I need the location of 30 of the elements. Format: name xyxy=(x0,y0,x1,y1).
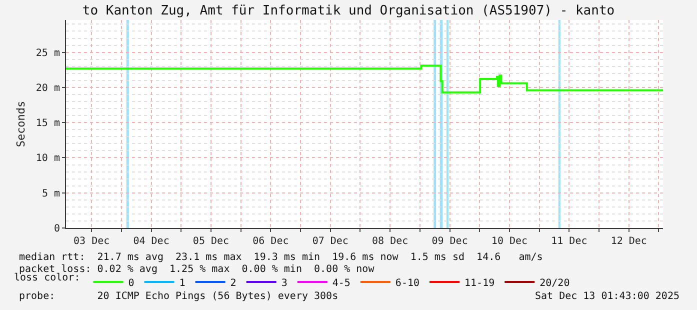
x-tick-label: 10 Dec xyxy=(491,236,528,247)
x-tick-label: 06 Dec xyxy=(252,236,289,247)
text: probe: 20 ICMP Echo Pings (56 Bytes) every 300s xyxy=(19,291,338,302)
y-tick-label: 10 m xyxy=(36,153,60,164)
x-tick-label: 08 Dec xyxy=(372,236,408,247)
y-tick-label: 25 m xyxy=(36,48,60,59)
legend-label: 20/20 xyxy=(540,278,570,289)
y-tick-label: 15 m xyxy=(36,118,60,130)
chart-title: to Kanton Zug, Amt für Informatik und Organisation (AS51907) - kanto xyxy=(82,4,615,19)
legend-label: 4-5 xyxy=(332,278,350,289)
x-tick-label: 12 Dec xyxy=(610,236,647,247)
y-tick-label: 5 m xyxy=(42,188,60,200)
legend-label: 6-10 xyxy=(395,278,420,289)
y-tick-label: 20 m xyxy=(36,82,60,94)
y-axis-title: Seconds xyxy=(14,100,28,148)
legend-label: 2 xyxy=(230,278,236,289)
x-tick-label: 04 Dec xyxy=(133,236,170,247)
legend-label: 1 xyxy=(179,278,186,289)
y-tick-label: 0 xyxy=(54,224,60,234)
legend-label: 3 xyxy=(281,278,288,289)
legend-label: 0 xyxy=(128,278,134,289)
x-tick-label: 07 Dec xyxy=(312,236,348,247)
x-tick-label: 05 Dec xyxy=(192,236,230,247)
text: median rtt: 21.7 ms avg 23.1 ms max 19.3 ms min 19.6 ms now 1.5 ms sd 14.6 am/s xyxy=(19,252,543,263)
legend-title: loss color: xyxy=(14,272,80,284)
text: Sat Dec 13 01:43:00 2025 xyxy=(535,291,680,302)
x-tick-label: 03 Dec xyxy=(74,236,110,247)
legend-label: 11-19 xyxy=(464,278,495,289)
x-tick-label: 11 Dec xyxy=(551,236,588,247)
x-tick-label: 09 Dec xyxy=(432,236,468,247)
